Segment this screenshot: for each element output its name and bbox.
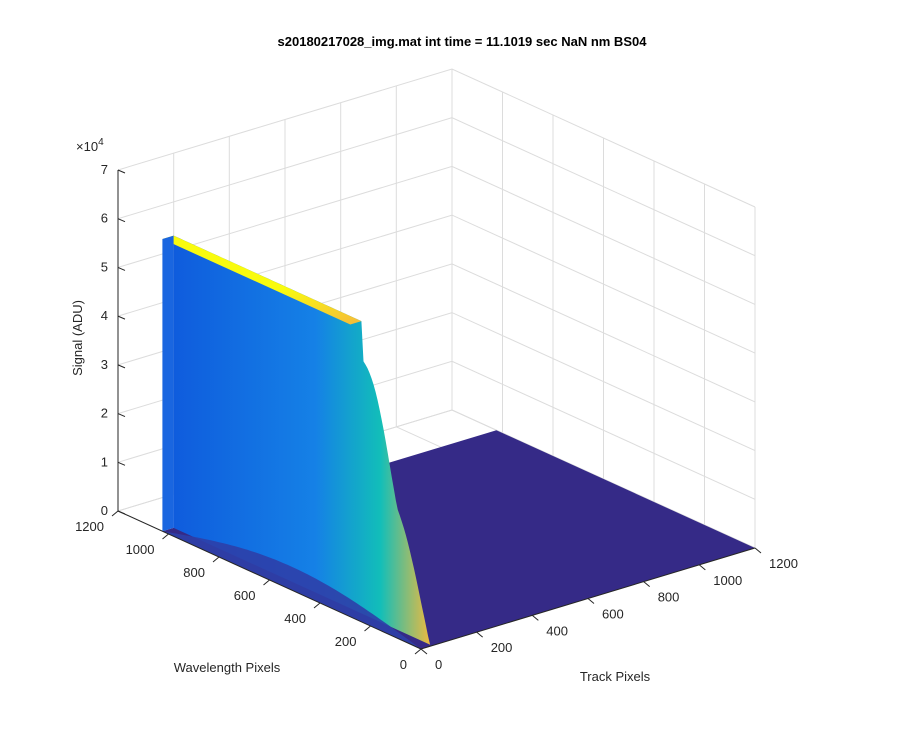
x-tick-label: 800 bbox=[658, 590, 680, 605]
z-tick bbox=[117, 510, 126, 515]
surface-back-wall bbox=[162, 235, 174, 532]
chart-title: s20180217028_img.mat int time = 11.1019 … bbox=[278, 34, 648, 49]
y-tick-label: 1200 bbox=[75, 519, 104, 534]
tick-labels: 0200400600800100012000200400600800100012… bbox=[75, 162, 798, 672]
z-tick bbox=[117, 461, 126, 466]
x-tick bbox=[643, 581, 650, 588]
z-tick-label: 3 bbox=[101, 357, 108, 372]
z-tick-label: 5 bbox=[101, 259, 108, 274]
y-tick-label: 400 bbox=[284, 611, 306, 626]
x-tick-label: 600 bbox=[602, 607, 624, 622]
y-tick bbox=[414, 648, 422, 655]
z-tick bbox=[117, 169, 126, 174]
y-tick-label: 0 bbox=[400, 657, 407, 672]
z-exponent-label: ×104 bbox=[76, 137, 104, 154]
x-tick bbox=[532, 614, 539, 621]
y-tick-label: 1000 bbox=[126, 542, 155, 557]
y-tick-label: 200 bbox=[335, 634, 357, 649]
x-tick-label: 200 bbox=[491, 640, 513, 655]
grid-line bbox=[117, 165, 756, 305]
z-tick bbox=[117, 266, 126, 271]
z-axis-label: Signal (ADU) bbox=[70, 300, 85, 376]
grid-line bbox=[117, 117, 756, 257]
x-tick bbox=[754, 547, 762, 554]
surface-signal-face bbox=[173, 235, 433, 646]
z-tick bbox=[117, 315, 126, 320]
z-tick bbox=[117, 218, 126, 223]
z-tick bbox=[117, 364, 126, 369]
z-tick-label: 0 bbox=[101, 503, 108, 518]
z-tick-label: 2 bbox=[101, 406, 108, 421]
z-tick-label: 1 bbox=[101, 454, 108, 469]
z-tick-label: 4 bbox=[101, 308, 108, 323]
z-tick-label: 6 bbox=[101, 211, 108, 226]
y-tick-label: 800 bbox=[183, 565, 205, 580]
x-tick-label: 0 bbox=[435, 657, 442, 672]
x-tick-label: 1200 bbox=[769, 556, 798, 571]
y-axis-label: Wavelength Pixels bbox=[174, 660, 281, 675]
x-tick bbox=[587, 598, 595, 604]
surface bbox=[162, 235, 755, 649]
z-tick-label: 7 bbox=[101, 162, 108, 177]
y-tick-label: 600 bbox=[234, 588, 256, 603]
y-tick bbox=[364, 625, 371, 632]
grid-line bbox=[117, 68, 756, 208]
y-tick bbox=[162, 533, 169, 540]
surface-saturated-top bbox=[162, 235, 362, 325]
x-tick bbox=[699, 564, 706, 571]
y-tick bbox=[313, 602, 321, 609]
y-tick bbox=[263, 579, 270, 586]
y-tick bbox=[212, 556, 220, 563]
x-tick-label: 400 bbox=[546, 623, 568, 638]
x-tick bbox=[420, 648, 428, 655]
x-axis-label: Track Pixels bbox=[580, 669, 651, 684]
x-tick-label: 1000 bbox=[713, 573, 742, 588]
z-tick bbox=[117, 413, 126, 418]
y-tick bbox=[111, 510, 119, 517]
x-tick bbox=[476, 631, 483, 638]
